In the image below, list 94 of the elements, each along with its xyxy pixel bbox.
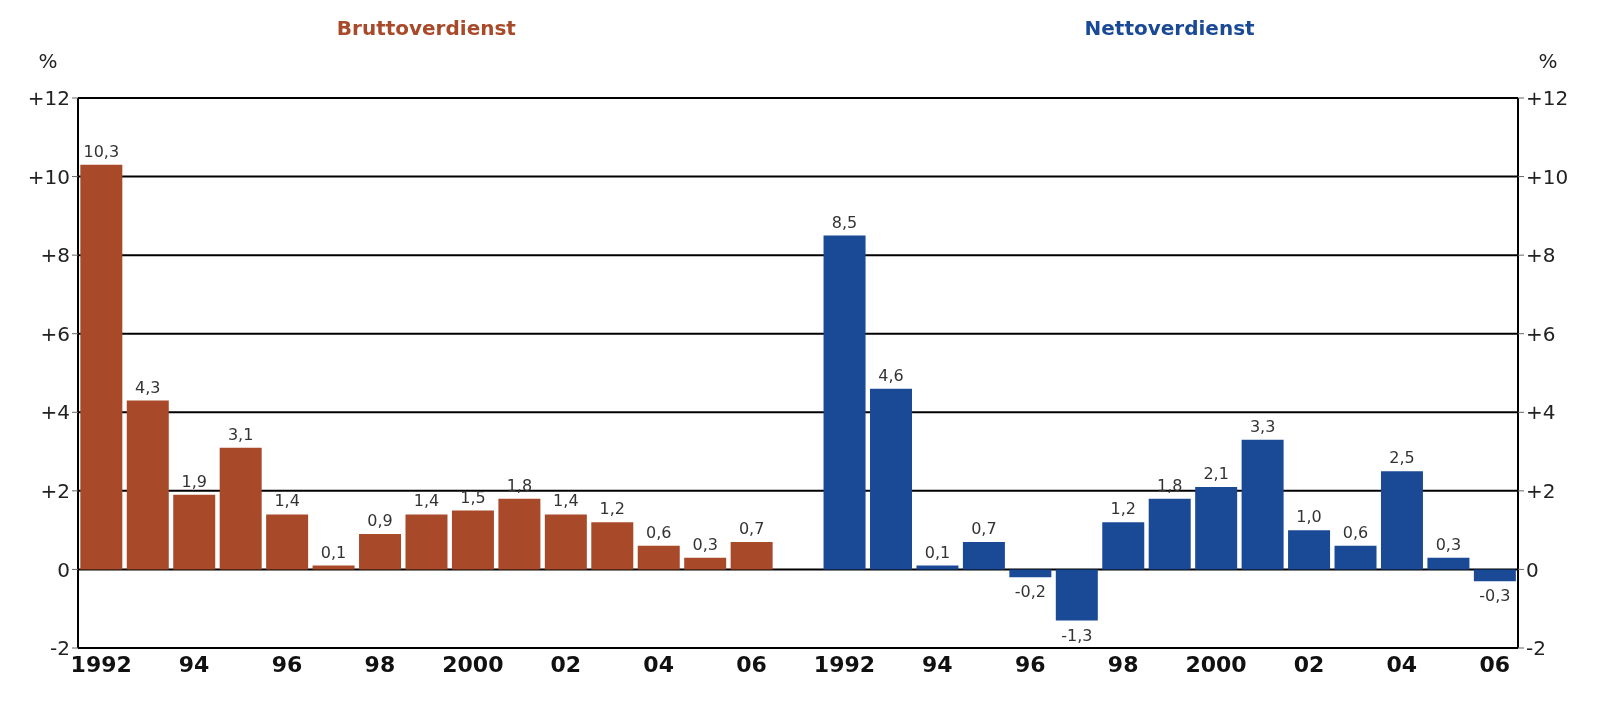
- data-label: 0,1: [924, 542, 951, 562]
- data-label: 10,3: [83, 141, 120, 161]
- data-label: -0,2: [1014, 582, 1046, 602]
- bar: [544, 514, 587, 570]
- bar: [823, 235, 866, 570]
- data-label: 0,7: [738, 518, 765, 538]
- text: Bruttoverdienst: [335, 16, 517, 40]
- data-label: 1,4: [413, 491, 440, 511]
- data-label: 2,1: [1203, 463, 1229, 483]
- bar: [1009, 569, 1052, 578]
- bar: [962, 541, 1005, 570]
- y2-tick-label: +10: [1526, 164, 1569, 189]
- y-tick-label: -2: [50, 636, 70, 661]
- x-tick-label: 94: [922, 651, 953, 677]
- data-label: 3,1: [227, 424, 254, 444]
- bar: [684, 557, 727, 570]
- bar: [1055, 569, 1098, 621]
- bar: [126, 400, 169, 570]
- data-label: 0,6: [646, 522, 672, 542]
- y2-tick-label: +12: [1526, 86, 1569, 111]
- y2-tick-label: +6: [1526, 321, 1556, 346]
- bar: [219, 447, 262, 570]
- data-label: 4,3: [135, 377, 161, 397]
- x-tick-label: 06: [1479, 651, 1511, 677]
- y-tick-label: +10: [27, 164, 70, 189]
- x-tick-label: 2000: [1185, 651, 1247, 677]
- bar: [870, 388, 912, 570]
- y-tick-label: +8: [40, 243, 70, 268]
- data-label: 1,4: [553, 491, 579, 511]
- data-label: 0,7: [971, 518, 997, 538]
- y-tick-label: +4: [40, 400, 70, 425]
- bar: [1380, 471, 1423, 570]
- text: Nettoverdienst: [1083, 16, 1256, 40]
- y2-tick-label: -2: [1526, 636, 1546, 661]
- y-tick-label: +12: [27, 86, 70, 111]
- bar: [1241, 439, 1284, 570]
- data-label: 4,6: [878, 365, 904, 385]
- x-tick-label: 2000: [442, 651, 504, 677]
- data-label: 1,2: [1110, 499, 1136, 519]
- data-label: 1,8: [506, 475, 533, 495]
- bar: [1148, 498, 1191, 570]
- y2-tick-label: +4: [1526, 400, 1556, 425]
- y-tick-label: +6: [40, 321, 70, 346]
- x-tick-label: 96: [1014, 651, 1046, 677]
- bar: [80, 164, 123, 570]
- data-label: 1,8: [1156, 475, 1183, 495]
- x-tick-label: 98: [364, 651, 396, 677]
- y-tick-label: 0: [57, 557, 70, 582]
- x-tick-label: 04: [1386, 651, 1418, 677]
- y2-axis-title: %: [1538, 49, 1558, 73]
- data-label: 1,9: [181, 471, 207, 491]
- x-tick-label: 96: [271, 651, 303, 677]
- data-label: 0,3: [1435, 534, 1462, 554]
- data-label: 1,0: [1296, 507, 1322, 527]
- x-tick-label: 06: [736, 651, 767, 677]
- data-label: 1,2: [599, 499, 626, 519]
- x-tick-label: 1992: [813, 651, 876, 677]
- x-tick-label: 98: [1107, 651, 1139, 677]
- bar: [405, 514, 448, 570]
- bar: [173, 494, 216, 570]
- bar: [591, 522, 634, 570]
- bar: [1334, 545, 1377, 570]
- data-label: 0,1: [320, 542, 347, 562]
- bar: [1195, 486, 1238, 570]
- bar: [1427, 557, 1470, 570]
- data-label: 1,5: [460, 487, 486, 507]
- bar: [637, 545, 680, 570]
- bar: [451, 510, 494, 570]
- x-tick-label: 02: [550, 651, 582, 677]
- bar: [359, 534, 402, 570]
- y2-tick-label: 0: [1526, 557, 1539, 582]
- y2-tick-label: +2: [1526, 478, 1556, 503]
- data-label: -0,3: [1479, 586, 1511, 606]
- data-label: -1,3: [1061, 625, 1093, 645]
- x-tick-label: 02: [1293, 651, 1325, 677]
- bar: [1473, 569, 1516, 582]
- data-label: 0,3: [692, 534, 718, 554]
- data-label: 8,5: [831, 212, 858, 232]
- y-axis-title: %: [38, 49, 58, 73]
- y2-tick-label: +8: [1526, 243, 1556, 268]
- x-tick-label: 04: [643, 651, 674, 677]
- bar: [730, 541, 773, 570]
- data-label: 0,9: [367, 511, 393, 531]
- data-label: 1,4: [274, 491, 300, 511]
- bar: [1102, 522, 1145, 570]
- x-tick-label: 1992: [70, 651, 132, 677]
- x-tick-label: 94: [178, 651, 210, 677]
- data-label: 3,3: [1249, 416, 1276, 436]
- y-tick-label: +2: [40, 478, 70, 503]
- bar: [1288, 530, 1331, 570]
- bar: [498, 498, 541, 570]
- data-label: 2,5: [1389, 448, 1415, 468]
- data-label: 0,6: [1342, 522, 1369, 542]
- bar: [266, 514, 309, 570]
